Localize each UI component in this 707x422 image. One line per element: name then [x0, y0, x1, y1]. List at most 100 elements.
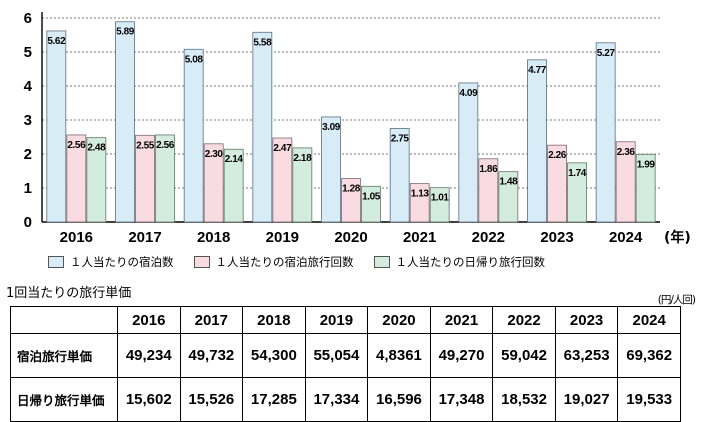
- table-cell: 55,054: [304, 333, 369, 378]
- data-label: 5.62: [47, 36, 66, 47]
- data-label: 2.56: [156, 140, 175, 151]
- bar-overnight-trips: [547, 144, 567, 223]
- data-label: 2.18: [293, 153, 312, 164]
- data-label: 1.48: [499, 177, 518, 188]
- table-cell: 17,348: [429, 377, 494, 422]
- x-tick-label: 2022: [472, 229, 505, 246]
- data-label: 2.56: [67, 140, 86, 151]
- table-year-header: 2018: [242, 306, 306, 334]
- y-tick-label: 4: [24, 78, 33, 95]
- bar-nights: [46, 30, 67, 223]
- x-tick-label: 2018: [197, 229, 230, 246]
- data-label: 2.48: [87, 143, 106, 154]
- x-tick-label: 2024: [609, 229, 643, 246]
- legend-swatch-nights: [48, 256, 64, 268]
- bar-day-trips: [223, 148, 244, 223]
- bar-overnight-trips: [341, 178, 361, 223]
- chart-legend: １人当たりの宿泊数 １人当たりの宿泊旅行回数 １人当たりの日帰り旅行回数: [48, 253, 668, 271]
- table-year-header: 2017: [179, 306, 244, 334]
- table-year-header: 2022: [492, 306, 556, 334]
- legend-label-day-trips: １人当たりの日帰り旅行回数: [395, 255, 546, 269]
- table-year-header: 2016: [117, 306, 181, 334]
- bar-day-trips: [567, 162, 587, 223]
- legend-label-nights: １人当たりの宿泊数: [70, 255, 174, 269]
- data-label: 1.86: [479, 164, 498, 175]
- table-year-header: 2024: [617, 306, 681, 334]
- table-cell: 59,042: [492, 333, 556, 378]
- data-label: 1.01: [431, 193, 450, 204]
- y-tick-label: 6: [24, 10, 32, 27]
- data-label: 5.27: [597, 48, 616, 59]
- x-tick-label: 2019: [266, 229, 299, 246]
- legend-swatch-day-trips: [373, 256, 390, 268]
- table-cell: 49,234: [117, 333, 181, 378]
- table-cell: 17,334: [304, 377, 369, 422]
- table-year-header: 2020: [367, 306, 431, 334]
- bar-nights: [527, 59, 547, 223]
- x-tick-label: 2020: [334, 229, 367, 246]
- bar-nights: [321, 116, 341, 223]
- bar-nights: [252, 31, 273, 223]
- data-label: 2.36: [617, 147, 636, 158]
- table-cell: 49,732: [179, 333, 244, 378]
- table-row-label: 宿泊旅行単価: [10, 333, 118, 378]
- table-corner-cell: [10, 306, 118, 334]
- legend-label-overnight-trips: １人当たりの宿泊旅行回数: [215, 255, 354, 269]
- bar-overnight-trips: [478, 158, 499, 223]
- bar-overnight-trips: [203, 143, 224, 223]
- y-tick-label: 0: [24, 214, 32, 231]
- table-cell: 63,253: [554, 333, 619, 378]
- bar-nights: [458, 82, 479, 223]
- data-label: 2.55: [136, 140, 155, 151]
- x-tick-label: 2017: [128, 229, 161, 246]
- data-label: 2.30: [205, 149, 224, 160]
- bar-day-trips: [292, 147, 313, 223]
- y-tick-label: 2: [24, 146, 32, 163]
- bar-nights: [595, 42, 616, 223]
- bar-overnight-trips: [135, 134, 155, 223]
- data-label: 1.13: [411, 189, 430, 200]
- table-title: 1回当たりの旅行単価: [6, 286, 132, 301]
- x-tick-label: 2016: [60, 229, 93, 246]
- legend-item-nights: １人当たりの宿泊数: [48, 254, 174, 270]
- table-cell: 49,270: [429, 333, 494, 378]
- legend-item-day-trips: １人当たりの日帰り旅行回数: [373, 254, 546, 270]
- table-year-header: 2023: [554, 306, 619, 334]
- bar-day-trips: [86, 137, 107, 223]
- bar-day-trips: [155, 134, 175, 223]
- data-label: 2.26: [548, 150, 567, 161]
- table-cell: 69,362: [617, 333, 681, 378]
- y-tick-label: 3: [24, 112, 32, 129]
- table-cell: 19,533: [617, 377, 681, 422]
- data-label: 5.58: [253, 37, 272, 48]
- x-axis-unit: (年): [664, 229, 691, 246]
- bar-overnight-trips: [615, 141, 636, 223]
- data-label: 4.09: [459, 88, 478, 99]
- data-label: 1.05: [362, 191, 381, 202]
- bar-nights: [183, 48, 204, 223]
- data-label: 2.75: [391, 134, 410, 145]
- data-label: 1.99: [637, 159, 656, 170]
- table-cell: 4,8361: [367, 333, 431, 378]
- table-cell: 15,526: [179, 377, 244, 422]
- legend-item-overnight-trips: １人当たりの宿泊旅行回数: [193, 254, 354, 270]
- bar-nights: [115, 21, 135, 223]
- data-label: 1.74: [568, 168, 587, 179]
- bar-overnight-trips: [409, 183, 430, 223]
- data-label: 2.47: [273, 143, 292, 154]
- bar-overnight-trips: [272, 137, 293, 223]
- data-label: 3.09: [322, 122, 341, 133]
- y-tick-label: 1: [24, 180, 32, 197]
- table-cell: 19,027: [554, 377, 619, 422]
- table-cell: 54,300: [242, 333, 306, 378]
- table-unit: (円/人回): [657, 294, 696, 306]
- unit-price-table: 2016 2017 2018 2019 2020 2021 2022 2023 …: [10, 306, 681, 422]
- table-row-label: 日帰り旅行単価: [10, 377, 118, 422]
- table-cell: 16,596: [367, 377, 431, 422]
- bar-nights: [389, 128, 410, 223]
- bar-overnight-trips: [66, 134, 87, 223]
- table-year-header: 2019: [304, 306, 369, 334]
- bar-day-trips: [635, 153, 656, 223]
- bar-day-trips: [361, 185, 381, 223]
